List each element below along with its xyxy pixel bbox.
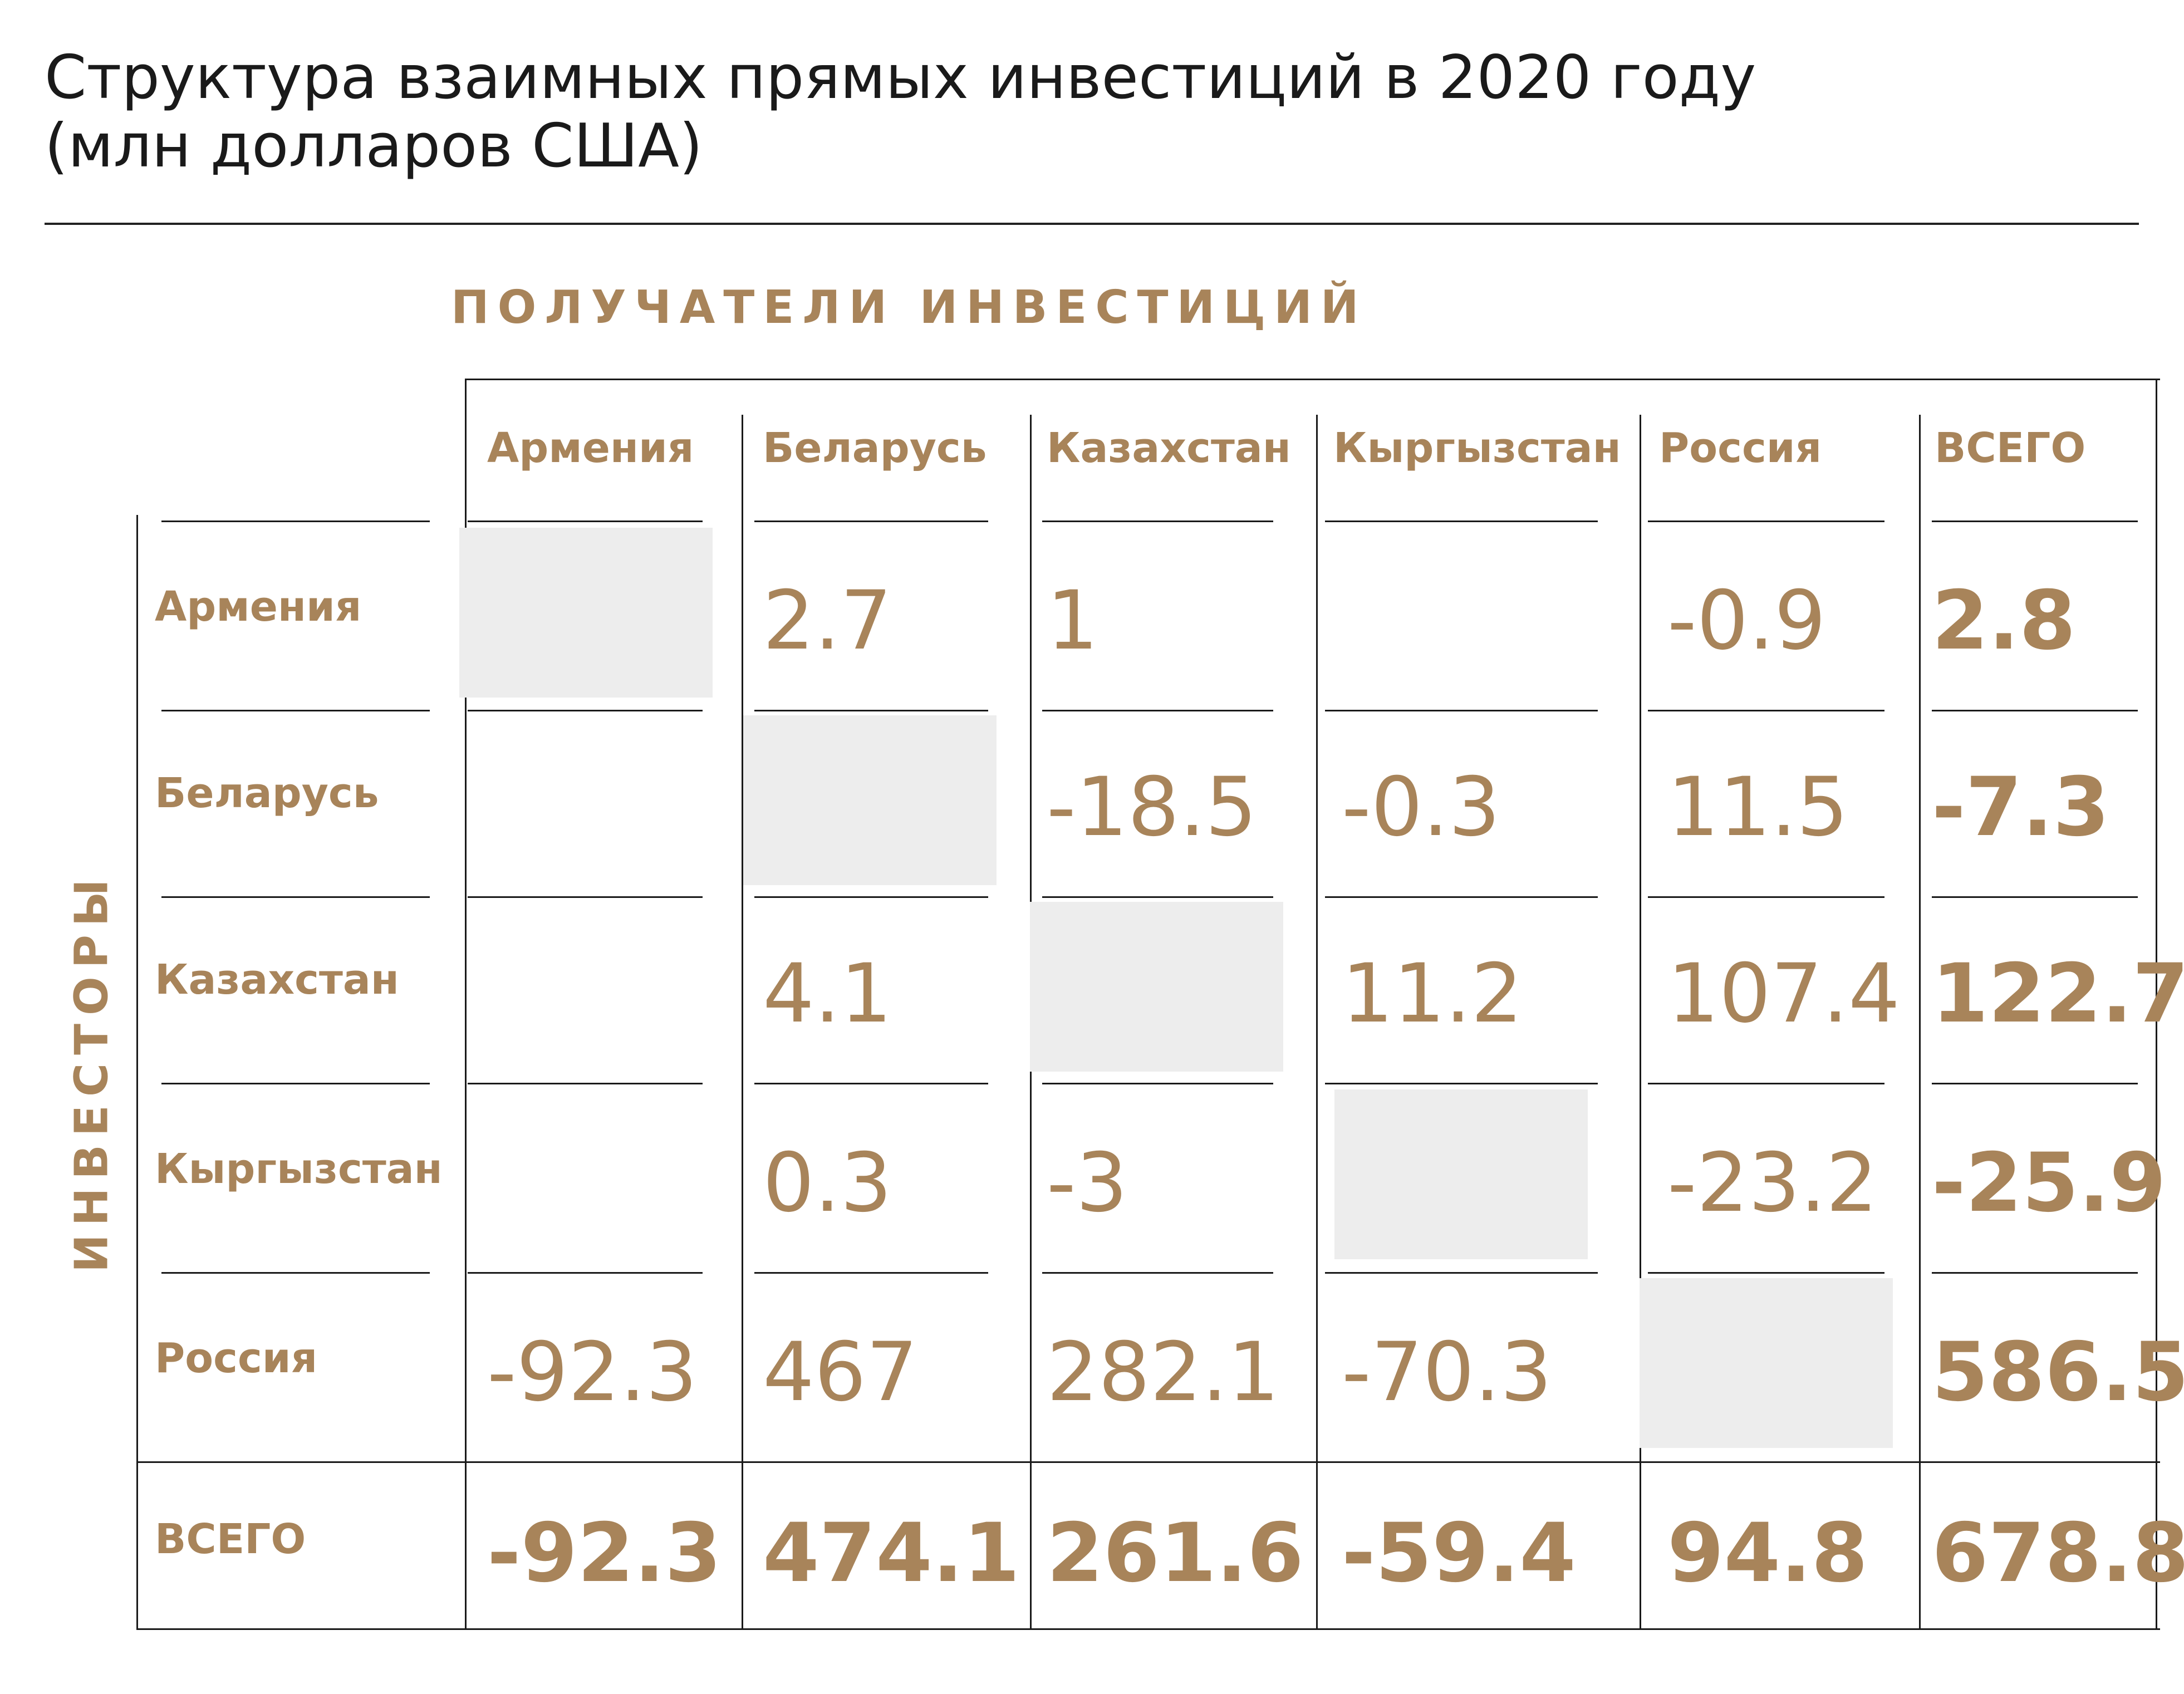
row-rule — [1932, 1083, 2138, 1084]
column-rule — [1919, 415, 1921, 1628]
column-rule — [2156, 379, 2157, 1628]
title-line-2: (млн долларов США) — [45, 111, 703, 181]
diagonal-cell — [459, 528, 713, 698]
recipients-label: ПОЛУЧАТЕЛИ ИНВЕСТИЦИЙ — [451, 281, 1367, 334]
row-rule — [1648, 710, 1884, 711]
column-header: Кыргызстан — [1333, 424, 1621, 472]
row-header: Армения — [155, 583, 362, 631]
value-cell: -0.9 — [1667, 573, 1826, 668]
row-rule — [1648, 1272, 1884, 1274]
row-rule — [161, 710, 430, 711]
value-cell: 4.1 — [763, 946, 892, 1041]
total-cell: 678.8 — [1932, 1506, 2184, 1600]
title-line-1: Структура взаимных прямых инвестиций в 2… — [45, 43, 1756, 112]
row-rule — [1325, 710, 1598, 711]
column-header: ВСЕГО — [1935, 424, 2086, 472]
diagonal-cell — [1640, 1278, 1893, 1448]
table-bottom-rule — [136, 1628, 2160, 1630]
column-header: Россия — [1659, 424, 1822, 472]
value-cell: 467 — [763, 1325, 918, 1420]
row-rule — [1042, 521, 1273, 522]
total-rule — [136, 1461, 2160, 1463]
column-rule — [1316, 415, 1318, 1628]
value-cell: -92.3 — [487, 1325, 698, 1420]
row-header: ВСЕГО — [155, 1515, 306, 1563]
value-cell: -18.5 — [1047, 760, 1257, 855]
column-header: Казахстан — [1047, 424, 1291, 472]
row-header: Кыргызстан — [155, 1145, 443, 1193]
diagonal-cell — [1030, 902, 1283, 1072]
row-header: Россия — [155, 1334, 318, 1382]
row-rule — [1932, 896, 2138, 898]
column-rule — [1640, 415, 1641, 1628]
row-rule — [754, 896, 988, 898]
value-cell: 282.1 — [1047, 1325, 1279, 1420]
value-cell: 2.7 — [763, 573, 892, 668]
row-rule — [1648, 521, 1884, 522]
row-rule — [1042, 710, 1273, 711]
total-cell: -92.3 — [487, 1506, 722, 1600]
total-cell: 2.8 — [1932, 573, 2076, 668]
value-cell: 11.5 — [1667, 760, 1849, 855]
value-cell: 11.2 — [1342, 946, 1523, 1041]
row-rule — [1042, 1272, 1273, 1274]
table-left-rule — [136, 515, 138, 1628]
row-rule — [1932, 521, 2138, 522]
total-cell: 94.8 — [1667, 1506, 1868, 1600]
row-rule — [161, 896, 430, 898]
row-rule — [1042, 1083, 1273, 1084]
row-rule — [1932, 1272, 2138, 1274]
total-cell: 474.1 — [763, 1506, 1020, 1600]
row-header: Казахстан — [155, 956, 399, 1004]
row-rule — [468, 896, 703, 898]
row-rule — [1648, 1083, 1884, 1084]
row-rule — [161, 1083, 430, 1084]
total-cell: -7.3 — [1932, 760, 2110, 855]
title-rule — [45, 223, 2139, 225]
value-cell: 0.3 — [763, 1136, 892, 1230]
total-cell: -25.9 — [1932, 1136, 2166, 1230]
table-top-rule — [465, 379, 2160, 380]
total-cell: -59.4 — [1342, 1506, 1576, 1600]
row-rule — [468, 521, 703, 522]
total-cell: 586.5 — [1932, 1325, 2184, 1420]
row-rule — [1325, 521, 1598, 522]
row-rule — [754, 1272, 988, 1274]
row-rule — [468, 1083, 703, 1084]
row-rule — [1325, 896, 1598, 898]
row-rule — [161, 1272, 430, 1274]
chart-title: Структура взаимных прямых инвестиций в 2… — [45, 43, 2104, 180]
row-rule — [468, 1272, 703, 1274]
row-header: Беларусь — [155, 769, 379, 817]
investors-label: ИНВЕСТОРЫ — [65, 871, 119, 1273]
row-rule — [468, 710, 703, 711]
row-rule — [1932, 710, 2138, 711]
column-rule — [742, 415, 743, 1628]
column-rule — [465, 379, 467, 1628]
row-rule — [1325, 1083, 1598, 1084]
value-cell: -3 — [1047, 1136, 1128, 1230]
row-rule — [754, 521, 988, 522]
value-cell: 1 — [1047, 573, 1098, 668]
value-cell: 107.4 — [1667, 946, 1900, 1041]
row-rule — [754, 710, 988, 711]
column-header: Беларусь — [763, 424, 987, 472]
row-rule — [1042, 896, 1273, 898]
diagonal-cell — [743, 715, 997, 885]
row-rule — [1325, 1272, 1598, 1274]
value-cell: -0.3 — [1342, 760, 1500, 855]
diagonal-cell — [1334, 1089, 1588, 1259]
row-rule — [754, 1083, 988, 1084]
row-rule — [161, 521, 430, 522]
total-cell: 122.7 — [1932, 946, 2184, 1041]
total-cell: 261.6 — [1047, 1506, 1304, 1600]
value-cell: -23.2 — [1667, 1136, 1878, 1230]
row-rule — [1648, 896, 1884, 898]
value-cell: -70.3 — [1342, 1325, 1552, 1420]
column-header: Армения — [487, 424, 694, 472]
